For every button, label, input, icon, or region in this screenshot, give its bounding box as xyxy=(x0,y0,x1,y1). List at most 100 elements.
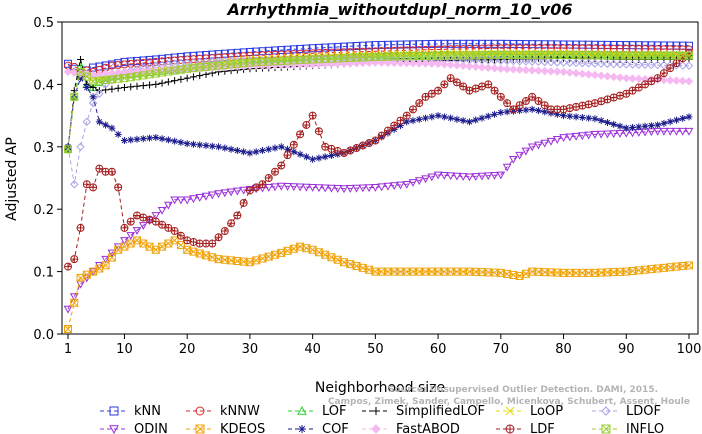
point-fastabod xyxy=(427,59,437,68)
point-knn xyxy=(346,42,355,51)
point-fastabod xyxy=(527,66,537,75)
point-odin xyxy=(509,155,518,164)
point-cof xyxy=(114,130,122,138)
series-line-ldf xyxy=(67,52,690,267)
point-knn xyxy=(421,40,430,49)
point-cof xyxy=(108,124,116,132)
point-knn xyxy=(452,39,461,48)
point-fastabod xyxy=(615,73,625,82)
legend-label: COF xyxy=(322,422,349,434)
point-knn xyxy=(628,41,637,50)
point-cof xyxy=(321,153,329,161)
point-odin xyxy=(377,183,386,192)
point-cof xyxy=(566,112,574,120)
point-odin xyxy=(433,171,443,180)
point-ldof xyxy=(496,56,506,65)
point-odin xyxy=(214,190,223,199)
point-ldf xyxy=(572,102,581,111)
point-cof xyxy=(202,142,210,150)
legend-swatch-marker xyxy=(601,424,611,434)
legend-swatch-marker xyxy=(109,406,119,416)
point-odin xyxy=(584,131,593,140)
point-ldf xyxy=(208,239,217,248)
point-knn xyxy=(296,44,305,53)
point-odin xyxy=(515,151,524,160)
point-odin xyxy=(590,131,600,139)
point-simplifiedlof xyxy=(158,79,166,87)
axis-layer: 1 10 20 30 40 50 60 70 80 90 100 0.0 0.1 0.2 0.3 0.4 0.5 xyxy=(33,16,701,357)
point-cof xyxy=(672,116,680,124)
point-knn xyxy=(478,39,486,48)
point-odin xyxy=(207,191,217,200)
point-cof xyxy=(415,115,423,123)
point-odin xyxy=(157,206,167,215)
watermark-line-2: Campos, Zimek, Sander, Campello, Micenko… xyxy=(328,397,690,407)
point-cof xyxy=(233,147,241,155)
point-fastabod xyxy=(113,68,123,77)
point-ldf xyxy=(377,131,386,140)
point-kdeos xyxy=(358,263,367,272)
point-ldf xyxy=(70,255,79,264)
point-odin xyxy=(483,172,493,181)
point-cof xyxy=(221,144,229,152)
point-cof xyxy=(177,138,185,146)
point-odin xyxy=(201,192,211,201)
x-tick-label: 10 xyxy=(116,342,133,357)
point-odin xyxy=(113,243,123,252)
point-cof xyxy=(503,108,511,116)
legend-label: LoOP xyxy=(530,404,563,419)
point-odin xyxy=(314,184,324,193)
point-cof xyxy=(484,112,492,120)
point-ldof xyxy=(571,58,581,68)
point-cof xyxy=(622,124,630,132)
point-fastabod xyxy=(415,59,424,68)
point-ldf xyxy=(314,127,323,136)
point-cof xyxy=(516,107,524,115)
point-ldf xyxy=(277,161,286,170)
legend-swatch-marker xyxy=(601,406,611,416)
point-knn xyxy=(446,39,455,48)
point-fastabod xyxy=(101,69,110,78)
x-tick-label: 60 xyxy=(430,342,447,357)
point-ldf xyxy=(64,262,72,271)
point-odin xyxy=(540,139,550,148)
point-fastabod xyxy=(609,72,618,82)
point-knnw xyxy=(145,58,154,67)
point-simplifiedlof xyxy=(177,75,185,83)
point-knn xyxy=(333,42,342,51)
point-fastabod xyxy=(659,75,669,85)
point-ldof xyxy=(527,57,537,66)
point-ldof xyxy=(76,142,85,152)
legend-swatch-marker xyxy=(505,406,515,416)
point-simplifiedlof xyxy=(196,72,204,80)
series-ldf xyxy=(64,49,693,271)
point-cof xyxy=(265,145,273,153)
point-odin xyxy=(527,143,537,152)
point-odin xyxy=(327,184,336,193)
point-ldf xyxy=(415,99,424,108)
point-odin xyxy=(402,180,412,189)
point-knn xyxy=(484,39,493,48)
point-ldf xyxy=(302,120,311,129)
point-cof xyxy=(453,115,461,123)
legend-swatch-marker xyxy=(505,424,515,434)
point-cof xyxy=(497,108,505,116)
point-knn xyxy=(383,40,392,49)
legend-item-odin: ODIN xyxy=(100,422,168,434)
legend-label: LDOF xyxy=(626,404,661,419)
point-ldf xyxy=(515,101,524,110)
legend-label: LDF xyxy=(530,422,555,434)
point-cof xyxy=(635,123,643,131)
point-odin xyxy=(427,173,437,182)
point-cof xyxy=(133,135,141,143)
point-fastabod xyxy=(120,67,129,77)
point-ldof xyxy=(509,56,518,66)
point-ldf xyxy=(227,219,236,228)
legend-label: LOF xyxy=(322,404,347,419)
point-knn xyxy=(590,40,599,49)
point-fastabod xyxy=(540,66,549,76)
point-fastabod xyxy=(584,70,593,79)
point-odin xyxy=(371,184,380,192)
point-kdeos xyxy=(101,261,110,270)
